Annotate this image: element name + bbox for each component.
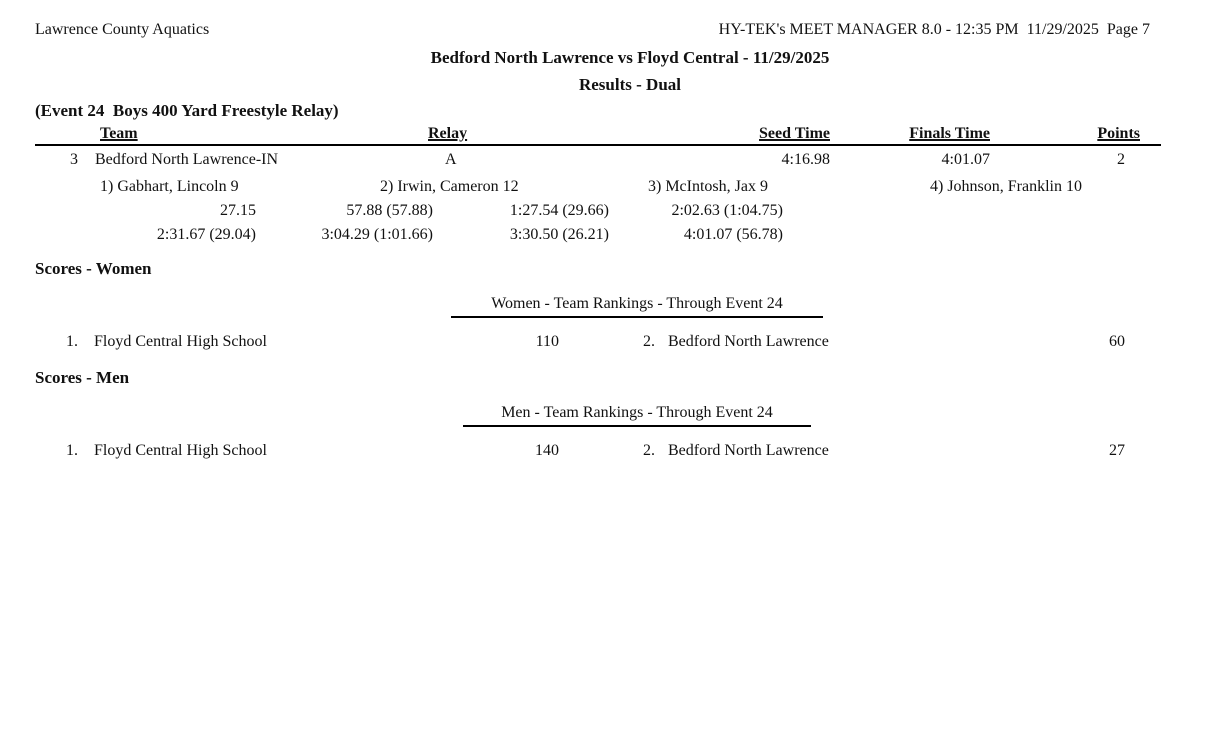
men-team-2: Bedford North Lawrence bbox=[668, 442, 829, 459]
result-team: Bedford North Lawrence-IN bbox=[95, 151, 279, 168]
result-finals-time: 4:01.07 bbox=[941, 151, 990, 168]
result-seed-time: 4:16.98 bbox=[781, 151, 830, 168]
women-points-2: 60 bbox=[1109, 333, 1125, 350]
relay-swimmer-4: 4) Johnson, Franklin 10 bbox=[930, 178, 1082, 195]
split-time: 27.15 bbox=[220, 202, 256, 219]
women-rankings-title: Women - Team Rankings - Through Event 24 bbox=[451, 295, 823, 318]
scores-men-heading: Scores - Men bbox=[35, 368, 130, 387]
women-team-2: Bedford North Lawrence bbox=[668, 333, 829, 350]
event-heading: (Event 24 Boys 400 Yard Freestyle Relay) bbox=[35, 101, 339, 120]
split-time: 2:02.63 (1:04.75) bbox=[671, 202, 783, 219]
men-points-2: 27 bbox=[1109, 442, 1125, 459]
facility-name: Lawrence County Aquatics bbox=[35, 21, 210, 38]
split-time: 4:01.07 (56.78) bbox=[683, 226, 783, 243]
men-rank-1: 1. bbox=[66, 442, 78, 459]
report-generator-stamp: HY-TEK's MEET MANAGER 8.0 - 12:35 PM 11/… bbox=[718, 21, 1150, 38]
women-rank-2: 2. bbox=[643, 333, 655, 350]
meet-title: Bedford North Lawrence vs Floyd Central … bbox=[430, 48, 830, 67]
column-header-team: Team bbox=[100, 125, 138, 142]
split-time: 3:30.50 (26.21) bbox=[509, 226, 609, 243]
relay-swimmer-3: 3) McIntosh, Jax 9 bbox=[648, 178, 768, 195]
split-time: 1:27.54 (29.66) bbox=[509, 202, 609, 219]
men-rank-2: 2. bbox=[643, 442, 655, 459]
women-points-1: 110 bbox=[535, 333, 559, 350]
men-rankings-title: Men - Team Rankings - Through Event 24 bbox=[463, 404, 811, 427]
table-header-rule bbox=[35, 144, 1161, 146]
women-team-1: Floyd Central High School bbox=[94, 333, 267, 350]
relay-swimmer-2: 2) Irwin, Cameron 12 bbox=[380, 178, 519, 195]
split-time: 57.88 (57.88) bbox=[346, 202, 433, 219]
split-time: 3:04.29 (1:01.66) bbox=[321, 226, 433, 243]
women-rankings-header: Women - Team Rankings - Through Event 24 bbox=[22, 295, 1230, 318]
report-subtitle: Results - Dual bbox=[578, 75, 681, 94]
men-rankings-header: Men - Team Rankings - Through Event 24 bbox=[22, 404, 1230, 427]
result-relay-designation: A bbox=[445, 151, 457, 168]
split-time: 2:31.67 (29.04) bbox=[156, 226, 256, 243]
men-points-1: 140 bbox=[535, 442, 559, 459]
column-header-relay: Relay bbox=[428, 125, 468, 142]
men-team-1: Floyd Central High School bbox=[94, 442, 267, 459]
relay-swimmer-1: 1) Gabhart, Lincoln 9 bbox=[100, 178, 239, 195]
column-header-points: Points bbox=[1097, 125, 1140, 142]
column-header-finals-time: Finals Time bbox=[909, 125, 990, 142]
result-place: 3 bbox=[70, 151, 78, 168]
women-rank-1: 1. bbox=[66, 333, 78, 350]
column-header-seed-time: Seed Time bbox=[759, 125, 830, 142]
scores-women-heading: Scores - Women bbox=[35, 259, 152, 278]
result-points: 2 bbox=[1117, 151, 1125, 168]
